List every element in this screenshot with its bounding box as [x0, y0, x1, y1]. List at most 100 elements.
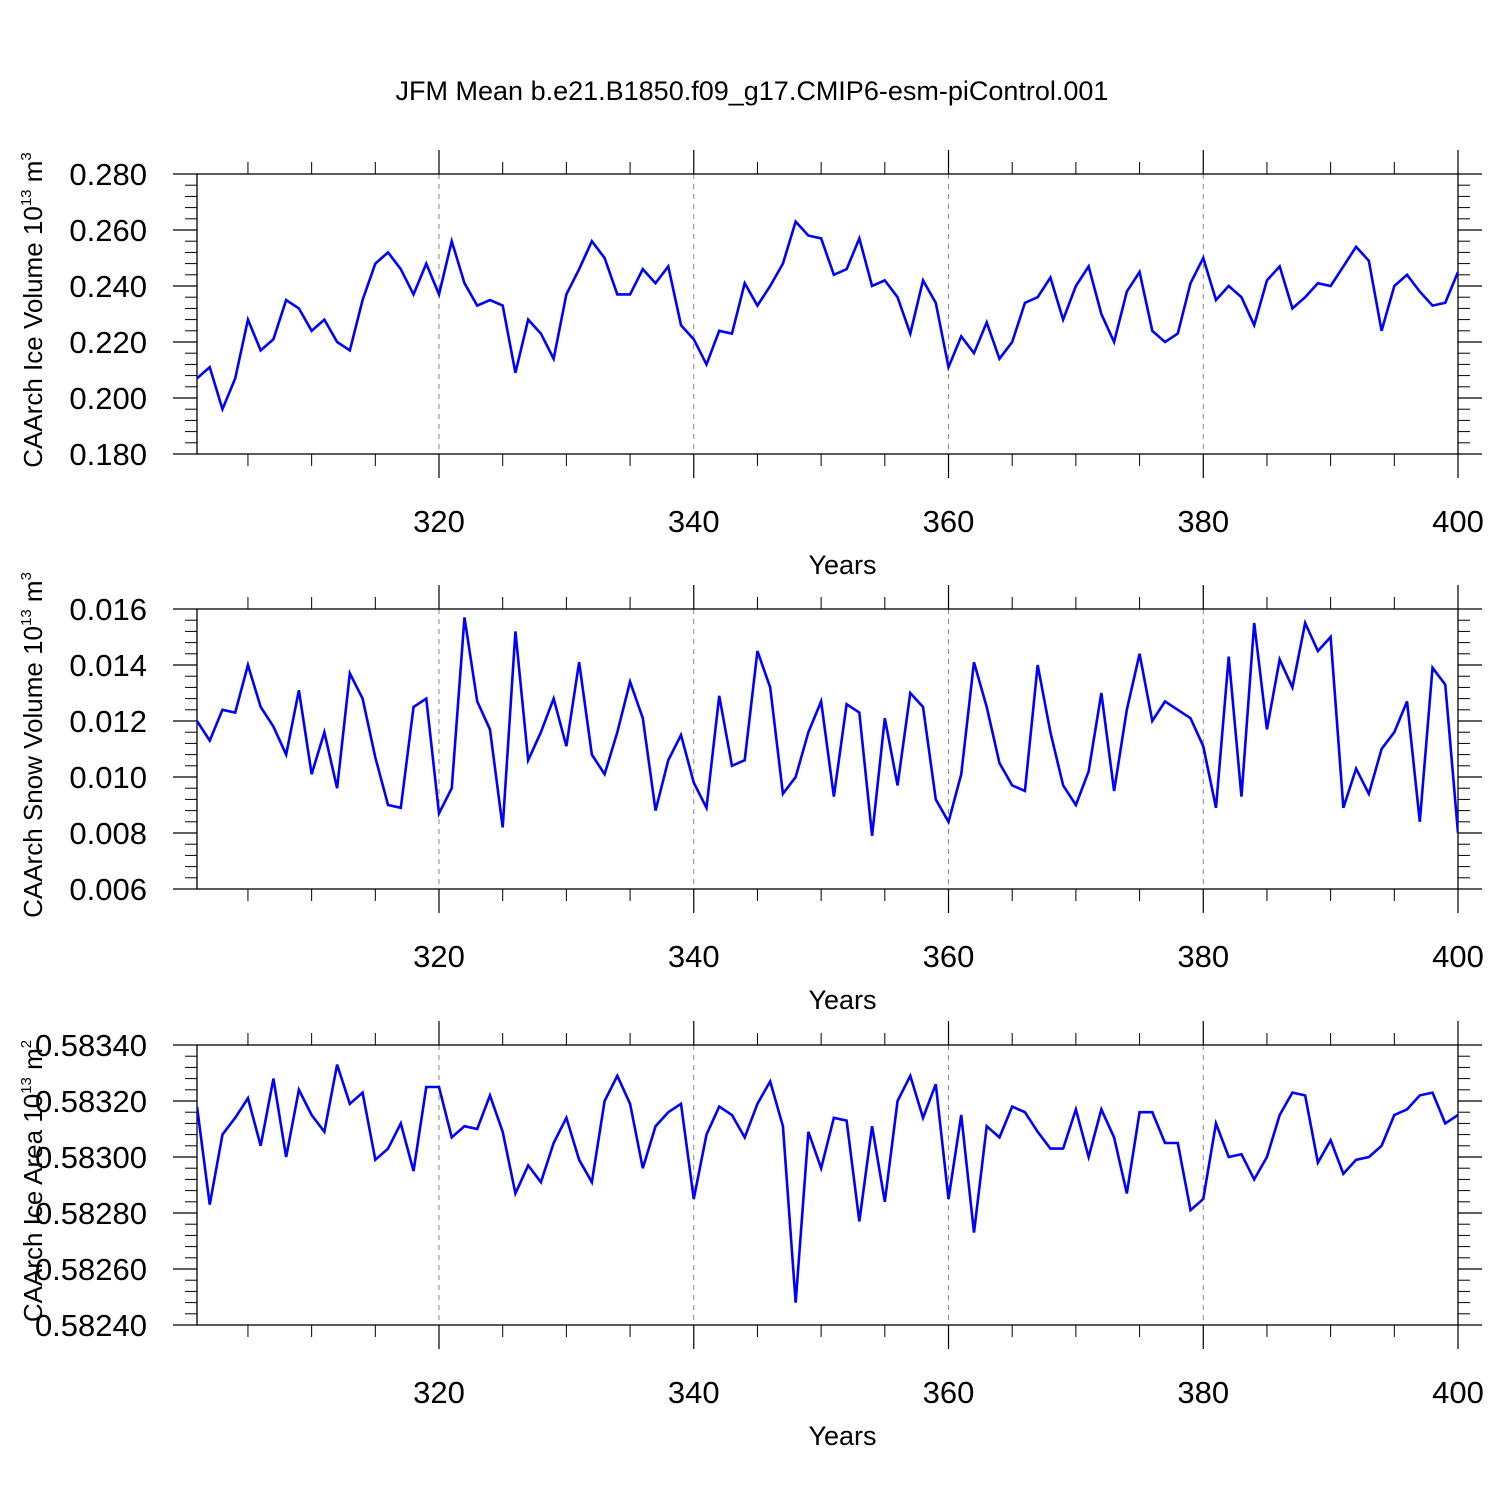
data-point — [819, 1166, 823, 1170]
data-point — [1392, 1113, 1396, 1117]
data-point — [386, 250, 390, 254]
data-point — [1214, 1121, 1218, 1125]
data-point — [220, 1133, 224, 1137]
data-point — [628, 1102, 632, 1106]
data-point — [1227, 284, 1231, 288]
data-point — [845, 1119, 849, 1123]
data-point — [603, 256, 607, 260]
x-tick-label: 400 — [1432, 1375, 1484, 1410]
data-point — [233, 711, 237, 715]
data-point — [845, 267, 849, 271]
data-point — [1227, 655, 1231, 659]
data-point — [424, 262, 428, 266]
x-tick-label: 380 — [1177, 504, 1229, 539]
data-point — [1329, 635, 1333, 639]
data-point — [1023, 789, 1027, 793]
data-point — [195, 719, 199, 723]
chart-panel-1: 0.180 0.200 0.220 0.240 0.260 0.280 320 340 360 3… — [18, 150, 1484, 580]
data-point — [730, 332, 734, 336]
data-point — [947, 820, 951, 824]
data-point — [883, 1200, 887, 1204]
data-point — [959, 772, 963, 776]
data-point — [1099, 312, 1103, 316]
data-point — [870, 1124, 874, 1128]
data-point — [284, 298, 288, 302]
data-point — [348, 1102, 352, 1106]
data-point — [883, 278, 887, 282]
data-point — [1176, 708, 1180, 712]
data-point — [322, 730, 326, 734]
data-point — [832, 795, 836, 799]
data-point — [1405, 1107, 1409, 1111]
data-point — [412, 292, 416, 296]
data-point — [246, 663, 250, 667]
data-point — [717, 694, 721, 698]
data-point — [857, 236, 861, 240]
data-point — [1176, 332, 1180, 336]
data-point — [934, 301, 938, 305]
data-point — [1303, 621, 1307, 625]
y-tick-label: 0.58240 — [35, 1308, 147, 1343]
data-point — [641, 716, 645, 720]
y-tick-label: 0.180 — [69, 437, 147, 472]
plot-frame — [196, 608, 1459, 890]
data-point — [1010, 1105, 1014, 1109]
data-point — [1061, 1147, 1065, 1151]
data-point — [590, 753, 594, 757]
data-point — [310, 1113, 314, 1117]
x-tick-label: 400 — [1432, 939, 1484, 974]
data-point — [259, 348, 263, 352]
data-point — [947, 365, 951, 369]
data-point — [1112, 789, 1116, 793]
data-point — [450, 1135, 454, 1139]
data-point — [284, 753, 288, 757]
data-point — [195, 1105, 199, 1109]
data-point — [271, 1077, 275, 1081]
data-point — [947, 1197, 951, 1201]
data-point — [806, 234, 810, 238]
data-point — [1265, 727, 1269, 731]
y-tick-label: 0.220 — [69, 325, 147, 360]
data-point — [1048, 276, 1052, 280]
data-point — [297, 306, 301, 310]
series-line — [197, 219, 1458, 414]
data-point — [641, 267, 645, 271]
data-point — [513, 1191, 517, 1195]
data-point — [806, 1130, 810, 1134]
data-point — [743, 281, 747, 285]
data-point — [462, 615, 466, 619]
data-point — [819, 699, 823, 703]
data-point — [1431, 304, 1435, 308]
data-point — [450, 239, 454, 243]
data-point — [1189, 1208, 1193, 1212]
data-point — [1087, 264, 1091, 268]
data-point — [603, 772, 607, 776]
data-point — [220, 407, 224, 411]
data-point — [1392, 730, 1396, 734]
y-tick-label: 0.260 — [69, 213, 147, 248]
x-tick-label: 320 — [413, 504, 465, 539]
data-point — [768, 685, 772, 689]
data-point — [1189, 716, 1193, 720]
data-point — [1341, 806, 1345, 810]
data-point — [577, 1158, 581, 1162]
y-tick-label: 0.006 — [69, 872, 147, 907]
data-point — [335, 786, 339, 790]
data-point — [1316, 281, 1320, 285]
x-axis-label: Years — [808, 550, 876, 580]
data-point — [373, 1158, 377, 1162]
data-point — [1290, 685, 1294, 689]
data-point — [1290, 306, 1294, 310]
y-tick-label: 0.240 — [69, 269, 147, 304]
data-point — [1456, 831, 1460, 835]
x-axis-label: Years — [808, 985, 876, 1015]
data-point — [1163, 340, 1167, 344]
data-point — [1329, 284, 1333, 288]
data-point — [373, 755, 377, 759]
data-point — [488, 1093, 492, 1097]
data-point — [921, 705, 925, 709]
data-point — [335, 1063, 339, 1067]
data-point — [310, 329, 314, 333]
data-point — [730, 1113, 734, 1117]
